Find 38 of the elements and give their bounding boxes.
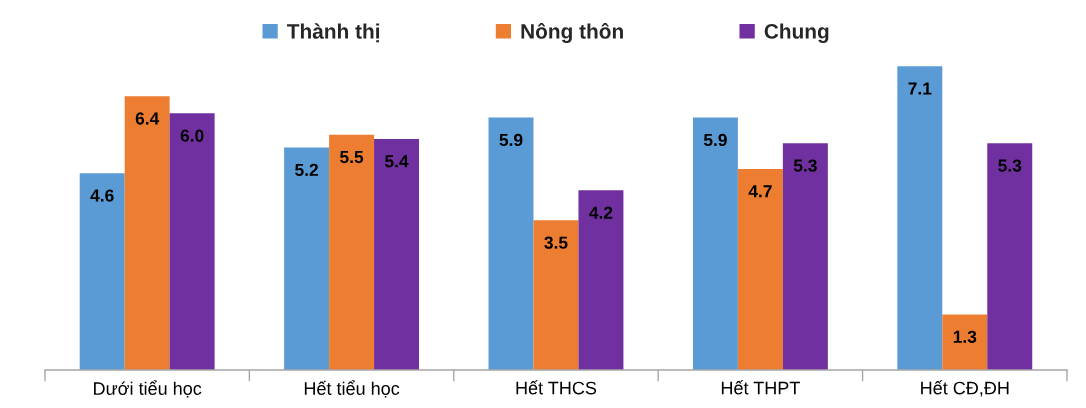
- bar: [124, 96, 170, 371]
- bar: [169, 113, 215, 371]
- bar: [329, 134, 375, 371]
- data-label: 5.4: [385, 155, 409, 168]
- x-tick-label: Hết tiểu học: [304, 380, 400, 398]
- data-label: 4.2: [589, 206, 613, 219]
- bar: [737, 168, 783, 371]
- bar: [692, 117, 738, 371]
- data-label: 4.7: [748, 185, 772, 198]
- data-label: 5.9: [499, 133, 523, 147]
- bar: [374, 138, 420, 371]
- bar: [79, 173, 125, 371]
- bar: [488, 117, 534, 371]
- bar: [533, 220, 579, 371]
- data-label: 5.3: [998, 159, 1022, 172]
- data-label: 1.3: [953, 330, 977, 343]
- x-tick-label: Hết THCS: [516, 380, 597, 395]
- x-tick-label: Hết CĐ,ĐH: [921, 380, 1009, 397]
- data-label: 6.0: [180, 129, 204, 142]
- data-label: 7.1: [908, 82, 932, 95]
- x-tick-label: Dưới tiểu học: [94, 380, 202, 398]
- bar: [942, 314, 988, 371]
- legend-label: Chung: [764, 23, 829, 43]
- x-tick-label: Hết THPT: [721, 380, 800, 395]
- bar: [897, 66, 943, 371]
- legend-label: Thành thị: [287, 23, 380, 43]
- data-label: 6.4: [135, 112, 160, 125]
- bar: [578, 190, 624, 371]
- data-label: 5.3: [793, 159, 817, 172]
- bar: [987, 143, 1033, 371]
- data-label: 3.5: [544, 236, 568, 249]
- bar: [782, 143, 828, 371]
- data-label: 5.9: [703, 133, 727, 147]
- data-label: 5.5: [340, 151, 364, 164]
- data-label: 4.6: [90, 189, 114, 202]
- legend-label: Nông thôn: [521, 22, 623, 43]
- bar: [284, 147, 330, 371]
- data-label: 5.2: [295, 163, 318, 177]
